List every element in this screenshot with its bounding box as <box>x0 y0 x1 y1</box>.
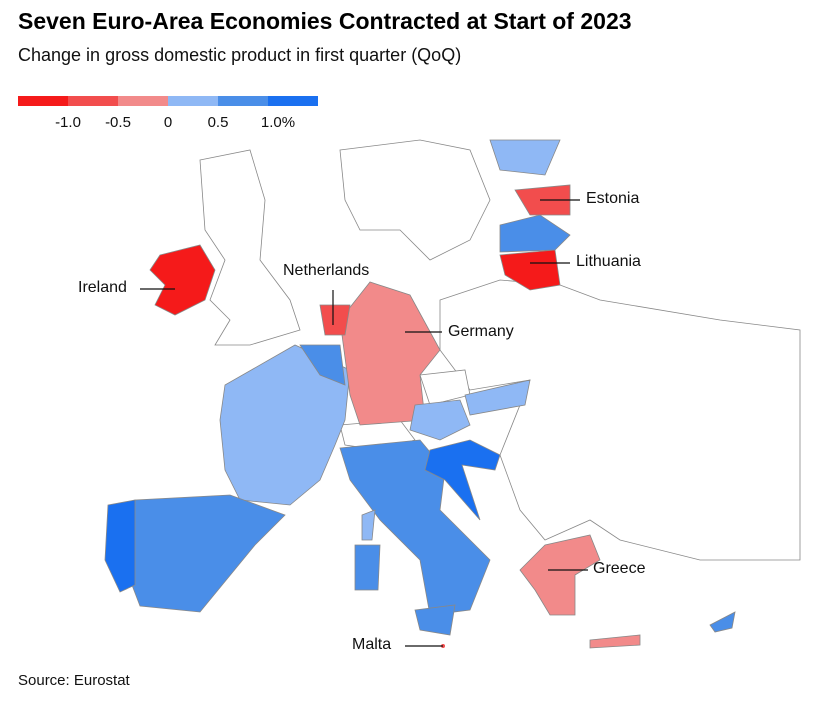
legend: -1.0 -0.5 0 0.5 1.0% <box>18 96 318 131</box>
netherlands-shape <box>319 304 351 336</box>
czechia <box>419 369 471 406</box>
legend-swatch <box>18 96 68 106</box>
legend-label: -0.5 <box>105 114 131 131</box>
sicily-shape <box>414 604 456 636</box>
legend-label: 0 <box>164 114 172 131</box>
legend-label: -1.0 <box>55 114 81 131</box>
east-europe <box>439 279 801 561</box>
country-label: Lithuania <box>576 253 641 270</box>
corsica-shape <box>361 509 376 541</box>
country-label: Netherlands <box>283 262 369 279</box>
austria-shape <box>409 399 471 441</box>
country-label: Ireland <box>78 279 127 296</box>
latvia-shape <box>499 214 571 253</box>
uk <box>199 149 301 346</box>
source: Source: Eurostat <box>18 672 131 689</box>
map-labels: Ireland Netherlands Germany Estonia Lith… <box>78 190 646 653</box>
legend-swatch <box>118 96 168 106</box>
belgium-shape <box>299 344 346 386</box>
germany-shape <box>339 281 441 426</box>
portugal-shape <box>104 499 136 593</box>
country-label: Malta <box>352 636 391 653</box>
ireland-shape <box>149 244 216 316</box>
greece-shape <box>519 534 601 616</box>
finland-shape <box>489 139 561 176</box>
legend-label: 1.0% <box>261 114 295 131</box>
croatia-shape <box>424 439 501 521</box>
legend-swatch <box>68 96 118 106</box>
legend-swatch <box>218 96 268 106</box>
sardinia-shape <box>354 544 381 591</box>
scandinavia <box>339 139 491 261</box>
slovakia-shape <box>464 379 531 416</box>
legend-swatch <box>268 96 318 106</box>
cyprus-shape <box>709 611 736 633</box>
crete-shape <box>589 634 641 649</box>
title: Seven Euro-Area Economies Contracted at … <box>18 8 632 34</box>
subtitle: Change in gross domestic product in firs… <box>18 45 461 65</box>
legend-swatch <box>168 96 218 106</box>
map <box>104 139 801 649</box>
country-label: Estonia <box>586 190 639 207</box>
country-label: Germany <box>448 323 514 340</box>
spain-shape <box>131 494 286 613</box>
legend-label: 0.5 <box>208 114 229 131</box>
country-label: Greece <box>593 560 646 577</box>
lithuania-shape <box>499 249 561 291</box>
